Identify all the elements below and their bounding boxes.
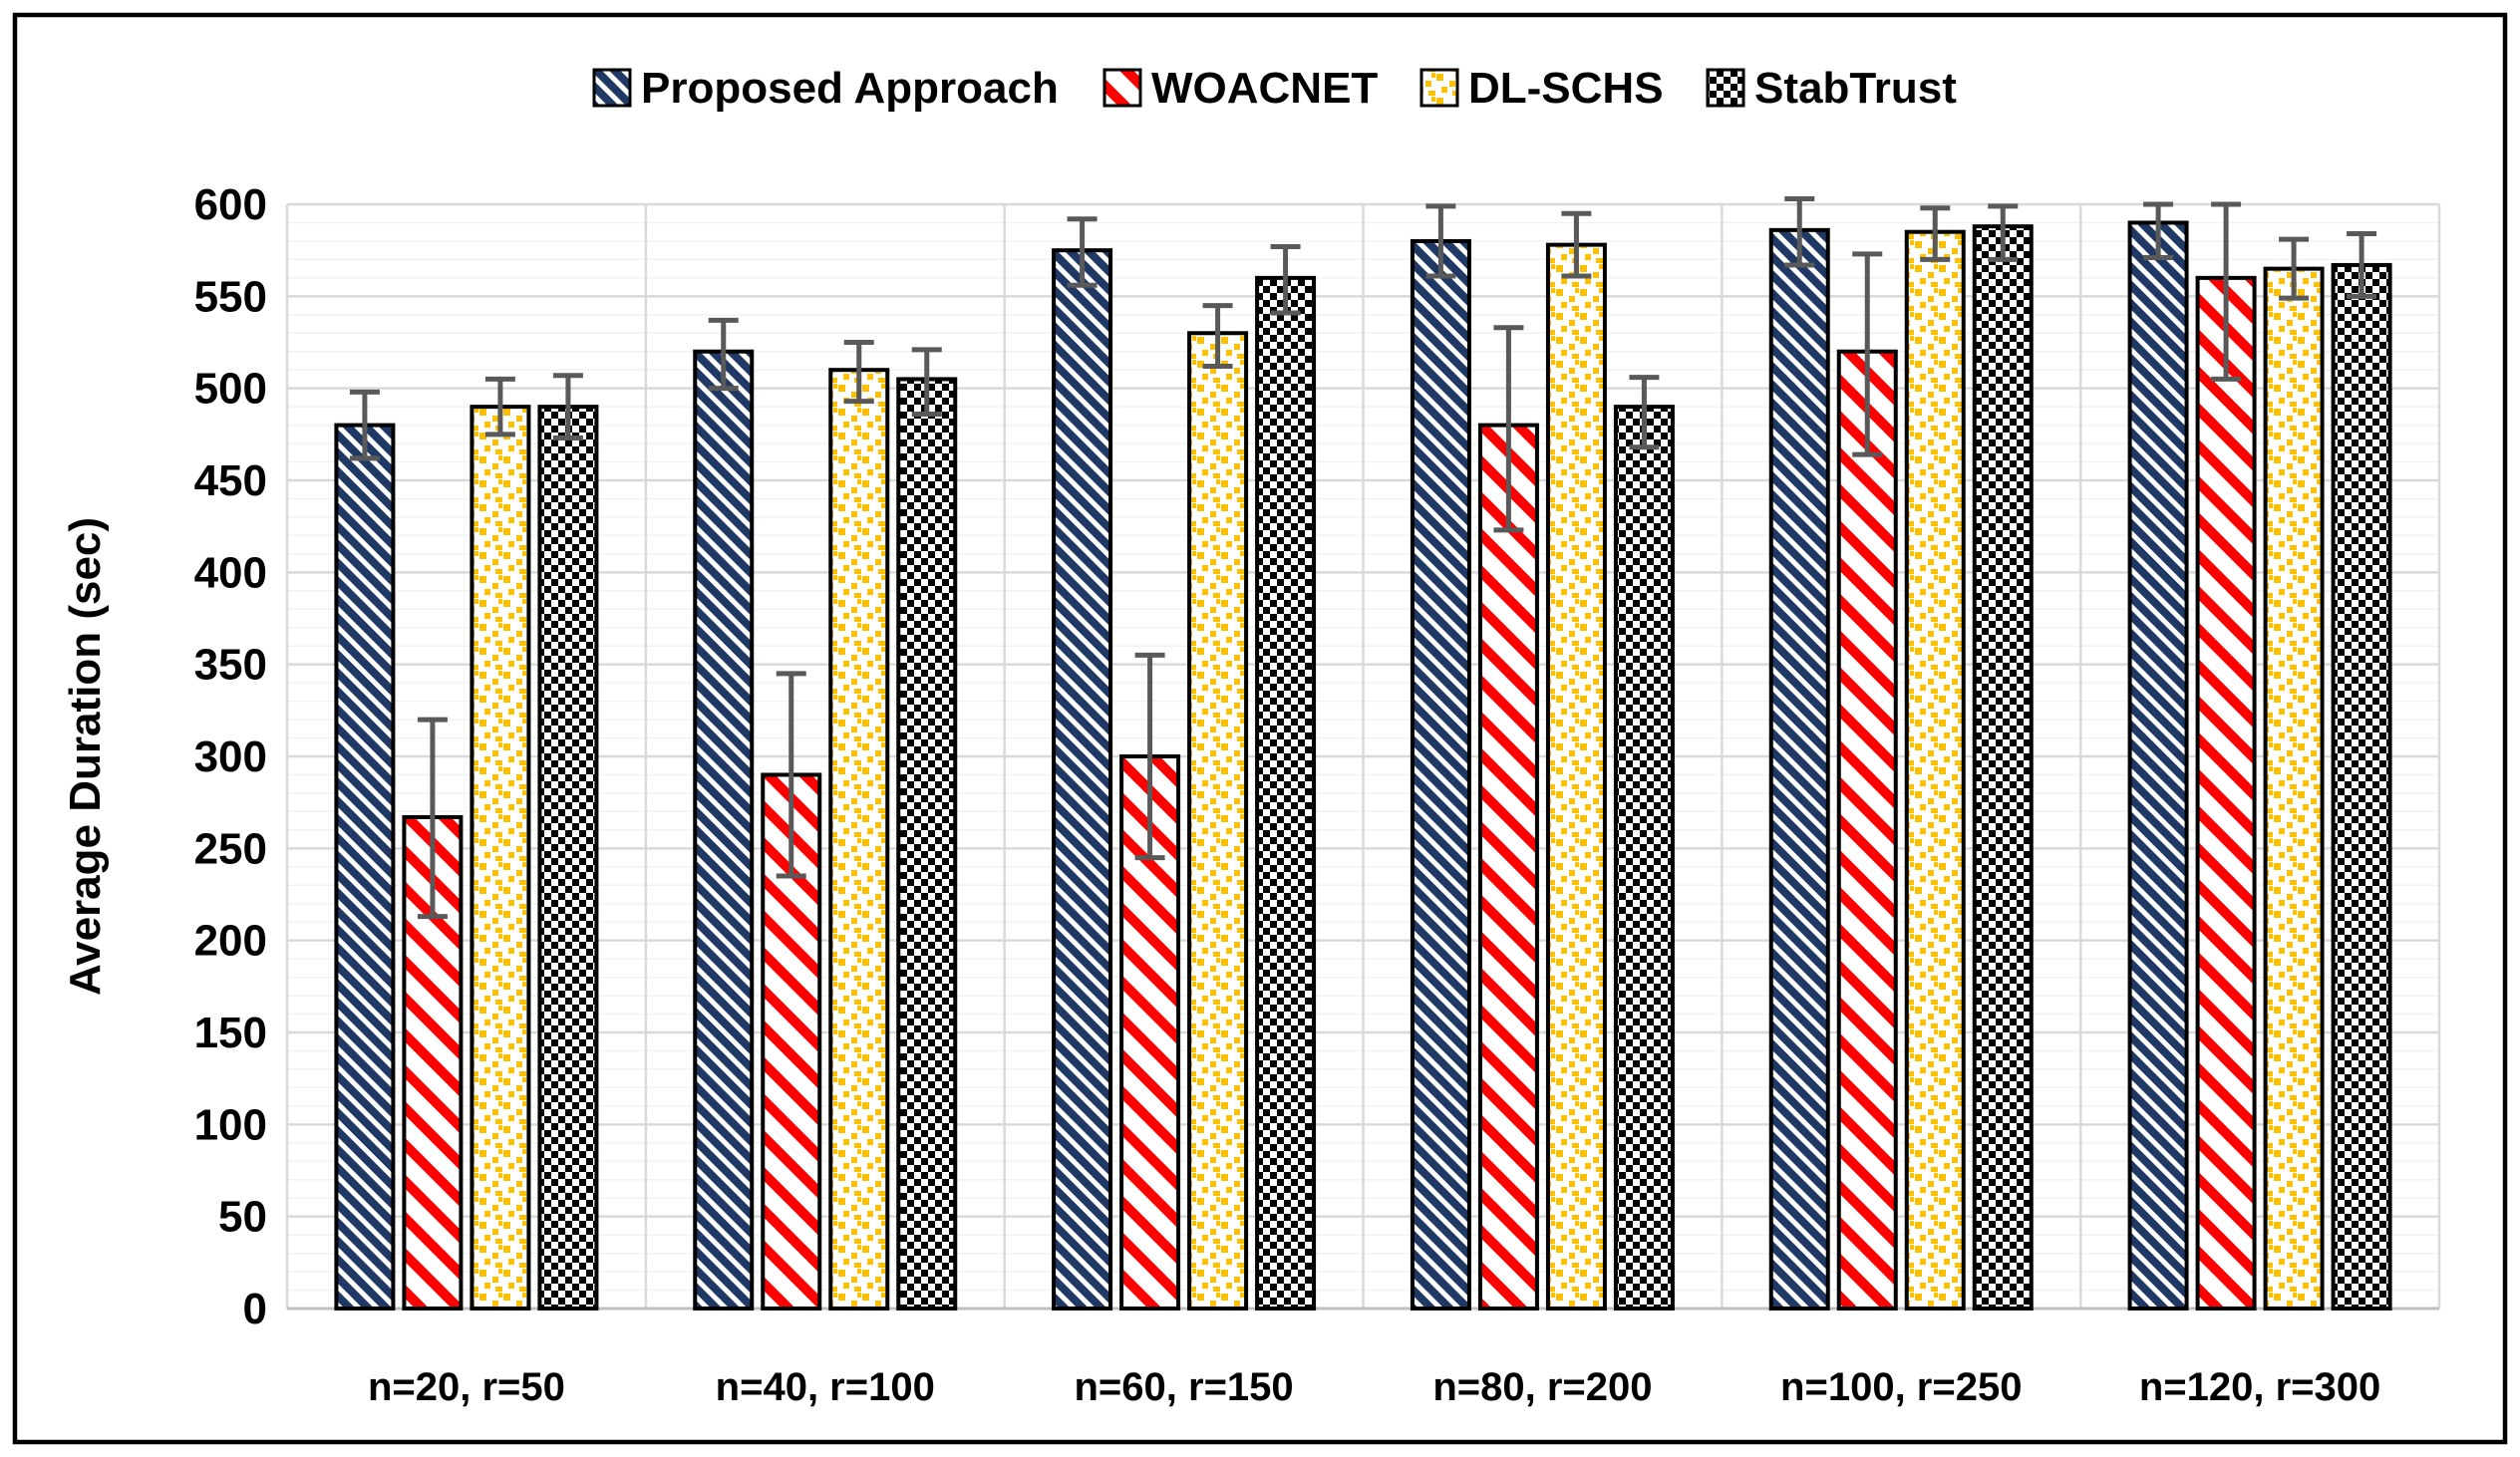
bar-stabtrust-1 [896,377,958,1311]
y-axis-title: Average Duration (sec) [61,517,110,996]
x-category-label: n=120, r=300 [2139,1365,2380,1409]
y-tick-label: 0 [243,1285,267,1333]
bar-stabtrust-4 [1972,224,2034,1311]
y-tick-label: 500 [194,365,267,414]
y-tick-label: 350 [194,641,267,690]
y-tick-label: 50 [218,1193,267,1242]
bar-dl-schs-5 [2263,266,2325,1311]
y-tick-label: 600 [194,180,267,229]
x-category-label: n=60, r=150 [1074,1365,1293,1409]
x-category-label: n=100, r=250 [1780,1365,2022,1409]
y-tick-label: 200 [194,917,267,966]
x-category-label: n=80, r=200 [1432,1365,1652,1409]
bar-stabtrust-2 [1255,275,1317,1311]
bar-proposed-approach-5 [2127,220,2189,1311]
bar-woacnet-5 [2195,275,2257,1311]
bar-proposed-approach-3 [1410,238,1471,1311]
gridlines [285,202,2441,1311]
bars [334,195,2392,1311]
legend-swatch-dl-schs [1419,68,1459,108]
bar-dl-schs-0 [470,405,531,1311]
y-tick-label: 250 [194,824,267,873]
bar-stabtrust-3 [1613,405,1675,1311]
bar-proposed-approach-2 [1052,248,1113,1311]
y-tick-label: 100 [194,1100,267,1149]
y-tick-label: 150 [194,1009,267,1057]
figure-border [12,12,2508,1445]
bar-proposed-approach-4 [1768,227,1830,1311]
y-tick-label: 300 [194,732,267,781]
bar-dl-schs-2 [1187,331,1249,1311]
legend: Proposed Approach WOACNET DL-SCHS StabTrust [592,64,1957,113]
y-tick-label: 400 [194,548,267,597]
legend-label-dl-schs: DL-SCHS [1468,64,1664,113]
legend-label-proposed-approach: Proposed Approach [641,64,1059,113]
x-category-label: n=20, r=50 [368,1365,565,1409]
y-tick-label: 550 [194,272,267,321]
x-category-label: n=40, r=100 [716,1365,935,1409]
bar-woacnet-4 [1836,349,1898,1311]
bar-proposed-approach-0 [334,423,396,1311]
bar-dl-schs-1 [828,368,890,1311]
bar-proposed-approach-1 [693,349,755,1311]
bar-dl-schs-4 [1904,229,1966,1311]
bar-woacnet-3 [1477,423,1539,1311]
bar-stabtrust-0 [537,405,599,1311]
legend-swatch-proposed-approach [592,68,632,108]
bar-stabtrust-5 [2331,262,2392,1311]
legend-label-stabtrust: StabTrust [1754,64,1957,113]
x-axis-category-labels: n=20, r=50 n=40, r=100 n=60, r=150 n=80, r=… [368,1365,2380,1409]
legend-swatch-woacnet [1102,68,1142,108]
legend-swatch-stabtrust [1706,68,1745,108]
bar-dl-schs-3 [1545,242,1607,1311]
y-axis-tick-labels: 0 50 100 150 200 250 300 350 400 450 500 550 600 [194,180,267,1333]
legend-label-woacnet: WOACNET [1151,64,1378,113]
y-tick-label: 450 [194,456,267,505]
